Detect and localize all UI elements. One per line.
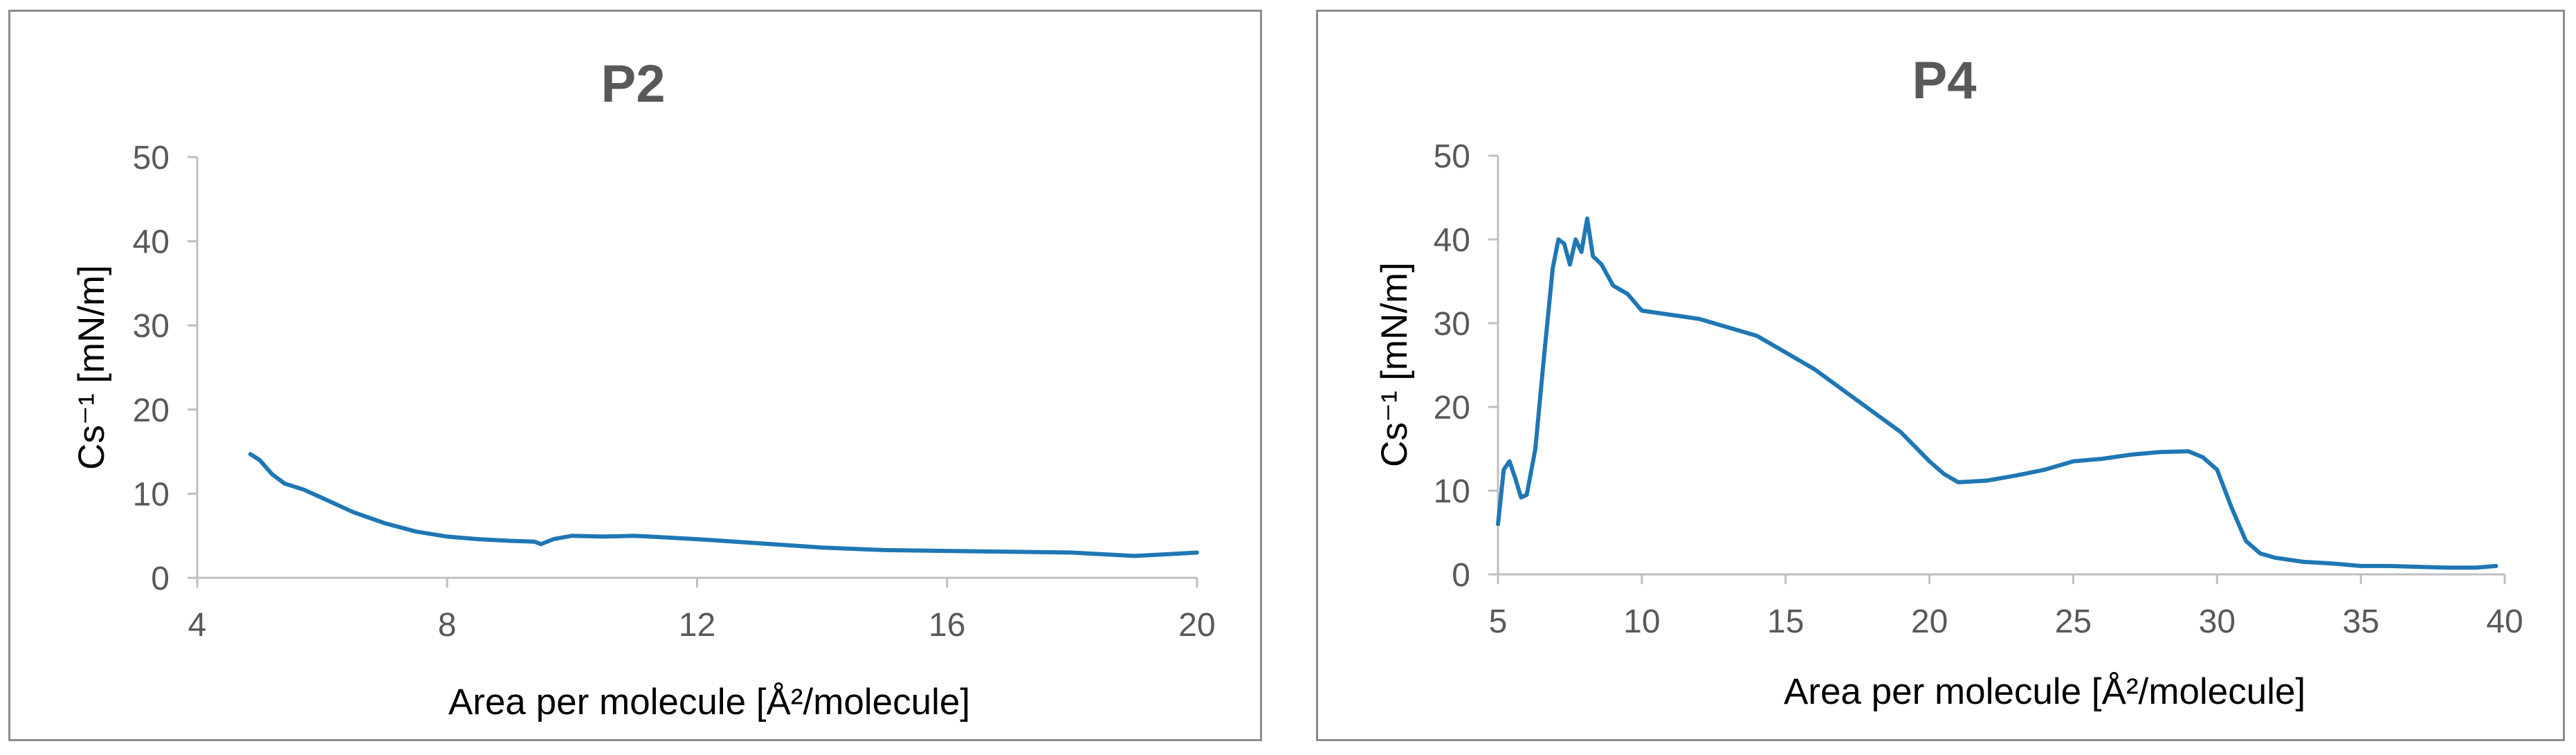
x-tick-label: 35 [2342, 603, 2379, 640]
y-tick-label: 40 [1434, 222, 1470, 259]
chart-p2: P2 0 10 20 30 40 50 4 8 12 16 20 Area per molecule [… [71, 55, 1216, 722]
x-tick-label: 20 [1911, 603, 1948, 640]
x-tick-label: 25 [2055, 603, 2092, 640]
chart-title: P4 [1912, 51, 1977, 110]
y-tick-label: 30 [133, 308, 170, 345]
x-tick-label: 8 [438, 607, 457, 644]
y-tick-label: 50 [133, 140, 170, 176]
x-axis-label: Area per molecule [Å²/molecule] [1784, 671, 2305, 712]
x-tick-label: 40 [2486, 603, 2523, 640]
chart-p4: P4 0 10 20 30 40 50 5 10 15 20 25 30 35 40 Area per mol… [1374, 51, 2523, 712]
x-tick-label: 10 [1623, 603, 1660, 640]
y-tick-label: 0 [151, 561, 170, 597]
y-tick-label: 10 [1434, 473, 1470, 510]
x-tick-label: 12 [679, 607, 715, 644]
chart-panel-p4: P4 0 10 20 30 40 50 5 10 15 20 25 30 35 40 Area per mol… [1316, 10, 2565, 741]
y-tick-label: 0 [1452, 557, 1470, 594]
chart-panel-p2: P2 0 10 20 30 40 50 4 8 12 16 20 Area per molecule [… [8, 10, 1262, 741]
y-tick-label: 30 [1434, 306, 1470, 343]
y-tick-label: 40 [133, 224, 170, 261]
y-tick-label: 20 [133, 392, 170, 429]
x-tick-label: 16 [929, 607, 965, 644]
y-axis-label: Cs⁻¹ [mN/m] [71, 265, 112, 470]
x-tick-label: 5 [1489, 603, 1508, 640]
x-tick-label: 4 [188, 607, 207, 644]
y-tick-label: 10 [133, 476, 170, 513]
chart-title: P2 [601, 55, 666, 113]
series-line [248, 452, 1199, 558]
x-axis-label: Area per molecule [Å²/molecule] [448, 682, 970, 722]
x-tick-label: 30 [2199, 603, 2236, 640]
y-tick-label: 20 [1434, 390, 1470, 426]
y-axis-label: Cs⁻¹ [mN/m] [1374, 262, 1415, 467]
x-tick-label: 20 [1178, 607, 1215, 644]
y-tick-label: 50 [1434, 138, 1470, 175]
x-tick-label: 15 [1767, 603, 1804, 640]
series-line [1496, 216, 2499, 570]
